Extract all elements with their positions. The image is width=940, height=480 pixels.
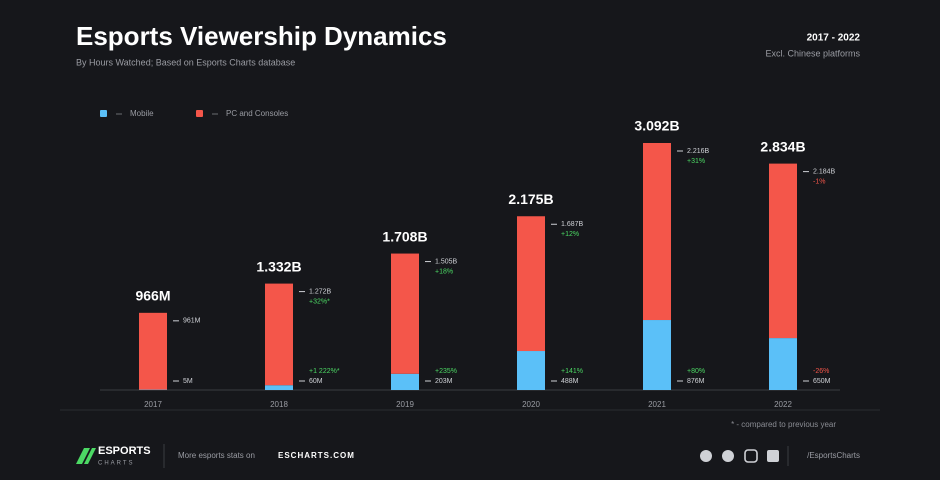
growth-label: +18% bbox=[435, 268, 453, 275]
total-label: 1.332B bbox=[256, 258, 301, 274]
growth-label: +141% bbox=[561, 368, 583, 375]
bar-segment bbox=[643, 320, 671, 390]
value-label: 1.687B bbox=[561, 221, 584, 228]
logo-icon bbox=[76, 448, 96, 464]
bar-segment bbox=[139, 312, 167, 390]
total-label: 3.092B bbox=[634, 118, 679, 134]
period: 2017 - 2022 bbox=[807, 33, 861, 44]
chart-subtitle: By Hours Watched; Based on Esports Chart… bbox=[76, 57, 295, 67]
bar-segment bbox=[769, 338, 797, 390]
x-tick-label: 2017 bbox=[144, 400, 162, 409]
total-label: 966M bbox=[135, 288, 170, 304]
value-label: 5M bbox=[183, 378, 193, 385]
x-tick-label: 2018 bbox=[270, 400, 288, 409]
social-icons bbox=[700, 449, 779, 463]
twitter-icon bbox=[700, 450, 712, 462]
growth-label: +235% bbox=[435, 368, 457, 375]
x-tick-label: 2019 bbox=[396, 400, 414, 409]
total-label: 1.708B bbox=[382, 228, 427, 244]
value-label: 2.216B bbox=[687, 148, 710, 155]
facebook-icon bbox=[722, 450, 734, 462]
value-label: 1.272B bbox=[309, 288, 332, 295]
total-label: 2.175B bbox=[508, 191, 553, 207]
growth-label: +12% bbox=[561, 231, 579, 238]
bar-segment bbox=[517, 216, 545, 352]
value-label: 876M bbox=[687, 378, 705, 385]
legend-label: PC and Consoles bbox=[226, 109, 288, 118]
value-label: 1.505B bbox=[435, 258, 458, 265]
x-tick-label: 2021 bbox=[648, 400, 666, 409]
logo-text: ESPORTS bbox=[98, 445, 151, 457]
growth-label: -1% bbox=[813, 178, 825, 185]
value-label: 488M bbox=[561, 378, 579, 385]
legend-swatch bbox=[100, 110, 107, 117]
logo-subtext: CHARTS bbox=[98, 461, 135, 467]
total-label: 2.834B bbox=[760, 138, 805, 154]
value-label: 60M bbox=[309, 378, 323, 385]
value-label: 203M bbox=[435, 378, 453, 385]
note: Excl. Chinese platforms bbox=[765, 48, 860, 58]
bar-segment bbox=[517, 351, 545, 390]
bar-segment bbox=[265, 385, 293, 390]
site: ESCHARTS.COM bbox=[278, 451, 355, 460]
instagram-icon bbox=[744, 449, 758, 463]
footnote: * - compared to previous year bbox=[731, 420, 836, 429]
logo: ESPORTS CHARTS bbox=[76, 445, 151, 467]
x-tick-label: 2020 bbox=[522, 400, 540, 409]
growth-label: -26% bbox=[813, 368, 829, 375]
value-label: 2.184B bbox=[813, 168, 836, 175]
growth-label: +31% bbox=[687, 158, 705, 165]
value-label: 961M bbox=[183, 318, 201, 325]
linkedin-icon bbox=[767, 450, 779, 462]
bar-segment bbox=[265, 283, 293, 386]
bar-segment bbox=[769, 163, 797, 339]
growth-label: +80% bbox=[687, 368, 705, 375]
bar-segment bbox=[391, 373, 419, 390]
handle: /EsportsCharts bbox=[807, 451, 860, 460]
growth-label: +32%* bbox=[309, 298, 330, 305]
value-label: 650M bbox=[813, 378, 831, 385]
bar-segment bbox=[391, 253, 419, 374]
x-tick-label: 2022 bbox=[774, 400, 792, 409]
legend-label: Mobile bbox=[130, 109, 154, 118]
bar-segment bbox=[643, 143, 671, 321]
promo: More esports stats on bbox=[178, 451, 255, 460]
legend-swatch bbox=[196, 110, 203, 117]
chart-title: Esports Viewership Dynamics bbox=[76, 21, 447, 51]
growth-label: +1 222%* bbox=[309, 368, 340, 375]
